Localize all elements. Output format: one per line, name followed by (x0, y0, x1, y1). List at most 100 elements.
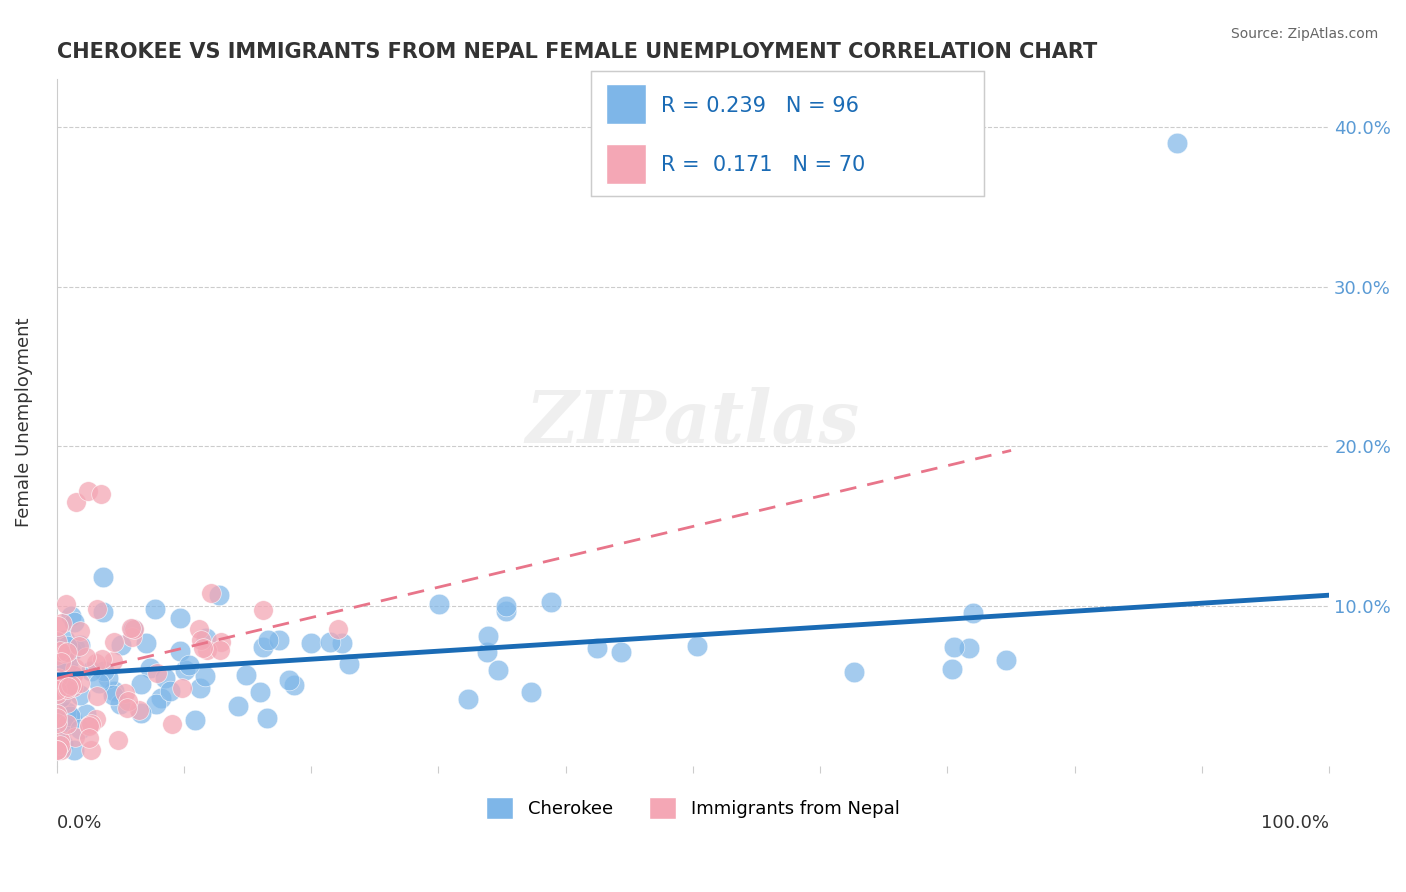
Point (59, 678, 82, 692)
Point (169, 611, 191, 625)
Point (994, 653, 1017, 667)
Point (184, 714, 207, 728)
Point (67, 639, 90, 653)
Point (65, 730, 87, 744)
Point (53, 677, 76, 691)
Point (122, 622, 145, 636)
Point (62, 668, 84, 682)
Point (56, 717, 79, 731)
Point (153, 671, 176, 685)
Point (495, 604, 517, 618)
Point (77, 484, 100, 499)
Point (252, 603, 274, 617)
Point (110, 638, 132, 652)
Point (45, 634, 67, 648)
Point (495, 599, 517, 613)
Point (150, 690, 173, 705)
Point (49, 644, 72, 658)
Point (56, 705, 79, 719)
Point (190, 632, 212, 647)
Point (457, 691, 479, 706)
Point (45, 715, 67, 730)
Point (49, 739, 72, 753)
Text: R = 0.239   N = 96: R = 0.239 N = 96 (661, 96, 859, 116)
Point (48, 671, 70, 685)
Point (486, 663, 509, 677)
Point (49, 657, 72, 671)
Point (475, 645, 498, 659)
Point (283, 677, 305, 691)
Point (52, 656, 75, 670)
Point (962, 606, 984, 620)
Bar (606, 84, 645, 124)
Point (585, 641, 607, 656)
Point (93, 664, 115, 678)
Point (103, 635, 125, 649)
Point (520, 684, 543, 698)
Point (77, 718, 100, 732)
Point (249, 685, 271, 699)
Point (52, 737, 75, 751)
Point (844, 665, 866, 680)
Point (69, 624, 91, 638)
Point (957, 641, 980, 656)
Point (145, 698, 167, 712)
Point (60, 644, 83, 658)
Text: 100.0%: 100.0% (1261, 814, 1329, 832)
Point (256, 632, 278, 647)
Point (177, 657, 200, 672)
Point (62, 680, 84, 694)
Point (49, 682, 72, 697)
Point (103, 688, 125, 702)
Y-axis label: Female Unemployment: Female Unemployment (15, 318, 32, 527)
Point (46, 743, 69, 757)
Point (326, 622, 349, 636)
Point (65, 661, 87, 675)
Point (60, 712, 83, 726)
Point (46, 712, 69, 726)
Point (120, 621, 142, 635)
Point (58, 656, 80, 670)
Point (55, 597, 77, 611)
Point (226, 699, 249, 714)
Point (75, 706, 97, 721)
Point (145, 602, 167, 616)
Point (59, 708, 82, 723)
Point (63, 743, 86, 757)
Point (319, 635, 342, 649)
Point (90, 487, 112, 501)
Point (84, 712, 107, 726)
Point (207, 588, 229, 602)
Point (45, 648, 67, 662)
Point (51, 743, 73, 757)
Point (1166, 136, 1188, 150)
Point (235, 668, 257, 682)
Point (299, 635, 322, 649)
Point (48, 687, 70, 701)
Point (188, 623, 211, 637)
Point (188, 681, 211, 695)
Point (91, 570, 114, 584)
Point (59, 609, 82, 624)
Point (108, 697, 131, 711)
Point (200, 586, 222, 600)
Point (49, 655, 72, 669)
Bar (606, 144, 645, 184)
Legend: Cherokee, Immigrants from Nepal: Cherokee, Immigrants from Nepal (479, 789, 907, 826)
Point (46, 669, 69, 683)
Point (129, 677, 152, 691)
Point (77, 719, 100, 733)
Point (46, 682, 69, 697)
Point (53, 670, 76, 684)
Point (45, 743, 67, 757)
Point (86, 602, 108, 616)
Point (49, 690, 72, 704)
Point (427, 597, 450, 611)
Point (51, 615, 73, 630)
Point (941, 662, 963, 676)
Point (56, 639, 79, 653)
Point (69, 688, 91, 702)
Point (63, 615, 86, 629)
Point (169, 644, 191, 658)
Point (46, 665, 69, 679)
